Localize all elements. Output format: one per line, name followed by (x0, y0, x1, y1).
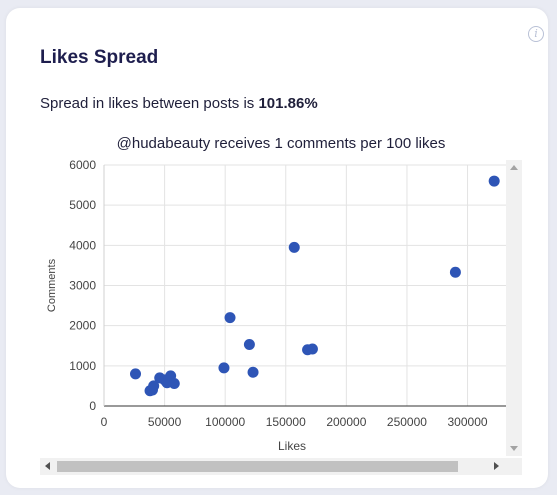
scroll-left-icon[interactable] (45, 462, 50, 470)
y-tick-label: 3000 (69, 279, 96, 293)
vertical-scrollbar[interactable] (506, 160, 522, 456)
data-point (449, 266, 461, 278)
horizontal-scrollbar[interactable] (40, 458, 522, 475)
info-icon[interactable]: i (528, 26, 544, 42)
data-point (306, 343, 318, 355)
summary-text: Spread in likes between posts is (40, 95, 259, 112)
x-axis-label: Likes (278, 439, 306, 453)
x-tick-label: 150000 (266, 415, 306, 429)
spread-summary: Spread in likes between posts is 101.86% (40, 95, 318, 112)
scroll-down-icon[interactable] (510, 446, 518, 451)
data-point (288, 241, 300, 253)
data-point (218, 362, 230, 374)
scrollbar-thumb[interactable] (57, 461, 458, 472)
y-tick-label: 6000 (69, 158, 96, 172)
data-point (148, 380, 160, 392)
x-tick-label: 100000 (205, 415, 245, 429)
scroll-up-icon[interactable] (510, 165, 518, 170)
x-tick-label: 50000 (148, 415, 182, 429)
scatter-chart: @hudabeauty receives 1 comments per 100 … (40, 128, 522, 475)
likes-spread-card: i Likes Spread Spread in likes between p… (6, 8, 548, 488)
x-tick-label: 300000 (448, 415, 488, 429)
x-tick-label: 0 (101, 415, 108, 429)
x-tick-label: 250000 (387, 415, 427, 429)
y-axis-label: Comments (46, 258, 58, 312)
x-tick-label: 200000 (326, 415, 366, 429)
data-point (243, 339, 255, 351)
plot-area: 0 1000 2000 3000 4000 5000 6000 0 50000 100000 150… (46, 158, 522, 453)
y-tick-label: 4000 (69, 238, 96, 252)
data-point (247, 366, 259, 378)
card-title: Likes Spread (40, 47, 159, 68)
y-tick-label: 0 (89, 399, 96, 413)
scroll-right-icon[interactable] (494, 462, 499, 470)
y-tick-label: 2000 (69, 319, 96, 333)
data-point (224, 312, 236, 324)
data-point (130, 368, 142, 380)
data-point (168, 378, 180, 390)
summary-value: 101.86% (258, 95, 318, 112)
y-tick-label: 5000 (69, 198, 96, 212)
y-tick-label: 1000 (69, 359, 96, 373)
data-point (488, 175, 500, 187)
chart-title: @hudabeauty receives 1 comments per 100 … (116, 135, 446, 152)
